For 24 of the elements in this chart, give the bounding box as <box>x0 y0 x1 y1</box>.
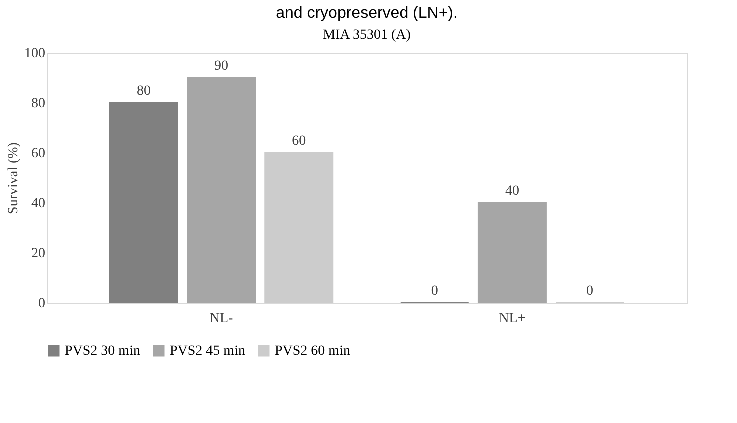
bar <box>187 78 256 304</box>
legend-label: PVS2 30 min <box>65 344 140 359</box>
data-label: 40 <box>505 184 520 199</box>
text: and cryopreserved (LN+). <box>276 5 458 22</box>
x-tick-label: NL- <box>210 312 234 326</box>
data-label: 90 <box>214 59 229 74</box>
data-label: 0 <box>431 284 438 299</box>
y-tick-label: 20 <box>32 246 46 262</box>
legend-label: PVS2 45 min <box>170 344 246 359</box>
data-label: 60 <box>292 134 306 149</box>
bar <box>109 102 178 304</box>
y-tick-label: 40 <box>32 196 46 212</box>
y-tick-label: 100 <box>24 46 46 62</box>
chart-title: MIA 35301 (A) <box>323 28 412 43</box>
y-tick-label: 60 <box>32 146 46 162</box>
data-label: 80 <box>136 84 151 99</box>
x-tick-label: NL+ <box>499 312 526 326</box>
bar <box>478 202 547 304</box>
data-label: 0 <box>586 284 594 299</box>
y-tick-label: 80 <box>32 96 46 112</box>
legend-label: PVS2 60 min <box>275 344 350 359</box>
y-tick-label: 0 <box>38 296 46 312</box>
bar <box>264 152 334 304</box>
y-axis-title: Survival (%) <box>6 142 22 214</box>
